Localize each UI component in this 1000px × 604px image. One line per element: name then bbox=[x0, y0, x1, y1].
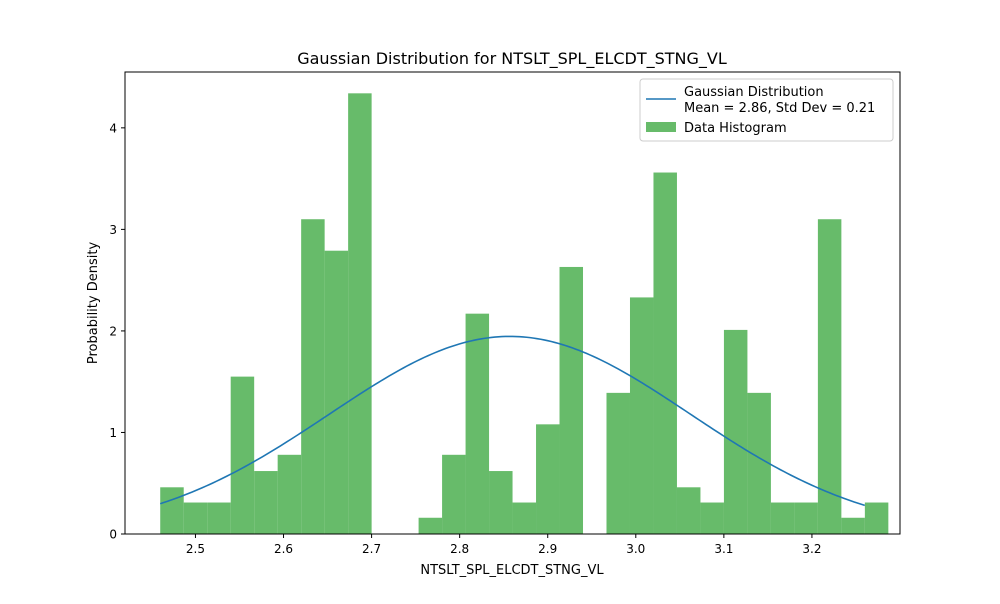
x-tick-label: 2.8 bbox=[450, 542, 469, 556]
x-axis-label: NTSLT_SPL_ELCDT_STNG_VL bbox=[420, 563, 604, 578]
histogram-bar bbox=[183, 502, 208, 534]
histogram-bar bbox=[723, 329, 748, 534]
x-tick-label: 2.6 bbox=[274, 542, 293, 556]
y-axis: 0 1 2 3 4 bbox=[109, 121, 125, 542]
histogram-bar bbox=[489, 471, 513, 534]
histogram-bar bbox=[442, 454, 466, 534]
histogram-bar bbox=[254, 471, 278, 534]
histogram-bar bbox=[512, 502, 537, 534]
histogram-bar bbox=[418, 517, 443, 534]
histogram-bar bbox=[747, 392, 771, 534]
legend-gaussian-label: Gaussian Distribution bbox=[684, 85, 824, 100]
x-tick-label: 2.9 bbox=[538, 542, 557, 556]
histogram-bar bbox=[348, 93, 372, 535]
histogram-bar bbox=[207, 502, 231, 534]
histogram-bar bbox=[676, 487, 701, 534]
histogram-bar bbox=[653, 172, 677, 534]
histogram-bar bbox=[841, 517, 865, 534]
x-tick-label: 3.2 bbox=[802, 542, 821, 556]
x-tick-label: 3.1 bbox=[714, 542, 733, 556]
histogram-bar bbox=[629, 297, 654, 534]
legend-histogram-label: Data Histogram bbox=[684, 121, 787, 136]
legend: Gaussian Distribution Mean = 2.86, Std D… bbox=[639, 78, 894, 142]
histogram-bars bbox=[160, 93, 889, 535]
histogram-bar bbox=[465, 313, 490, 534]
histogram-bar bbox=[160, 487, 184, 534]
x-tick-label: 2.7 bbox=[362, 542, 381, 556]
y-tick-label: 3 bbox=[109, 223, 117, 237]
histogram-bar bbox=[277, 454, 302, 534]
y-tick-label: 4 bbox=[109, 121, 117, 135]
histogram-bar bbox=[606, 392, 630, 534]
y-tick-label: 1 bbox=[109, 426, 117, 440]
legend-gaussian-stats: Mean = 2.86, Std Dev = 0.21 bbox=[684, 101, 875, 116]
x-tick-label: 3.0 bbox=[626, 542, 645, 556]
histogram-bar bbox=[817, 219, 842, 534]
histogram-bar bbox=[301, 219, 325, 534]
histogram-bar bbox=[230, 376, 255, 534]
y-tick-label: 2 bbox=[109, 324, 117, 338]
histogram-bar bbox=[794, 502, 818, 534]
y-axis-label: Probability Density bbox=[86, 242, 101, 365]
histogram-bar bbox=[559, 266, 584, 534]
x-tick-label: 2.5 bbox=[186, 542, 205, 556]
histogram-bar bbox=[536, 424, 560, 534]
plot-frame bbox=[124, 71, 901, 535]
histogram-bar bbox=[700, 502, 724, 534]
x-axis: 2.5 2.6 2.7 2.8 2.9 3.0 3.1 3.2 bbox=[186, 534, 821, 556]
gaussian-curve bbox=[159, 335, 866, 507]
y-tick-label: 0 bbox=[109, 528, 117, 542]
histogram-bar bbox=[324, 250, 349, 534]
chart-title: Gaussian Distribution for NTSLT_SPL_ELCD… bbox=[297, 49, 727, 69]
histogram-bar bbox=[770, 502, 795, 534]
legend-box bbox=[639, 78, 894, 142]
legend-histogram-swatch bbox=[646, 122, 676, 132]
histogram-bar bbox=[864, 502, 889, 534]
